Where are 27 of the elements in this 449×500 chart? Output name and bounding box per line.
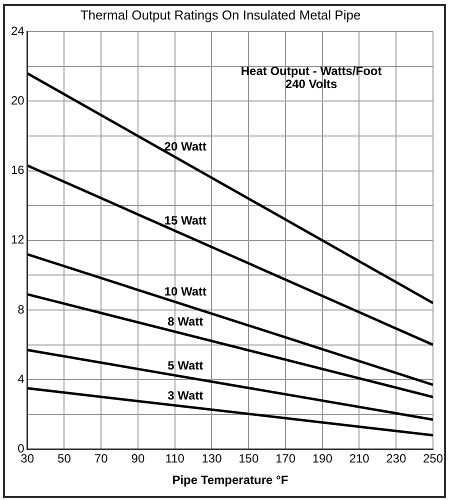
x-tick-label: 110	[165, 452, 185, 466]
annotation: Heat Output - Watts/Foot 240 Volts	[240, 64, 382, 91]
x-tick-label: 210	[349, 452, 370, 466]
x-axis-title: Pipe Temperature °F	[172, 473, 288, 488]
x-tick-label: 50	[58, 452, 72, 466]
y-tick-label: 24	[10, 24, 25, 38]
x-tick-label: 30	[20, 452, 34, 466]
x-tick-label: 90	[131, 452, 145, 466]
series-label: 10 Watt	[164, 284, 206, 299]
x-tick-label: 70	[94, 452, 108, 466]
series-label: 3 Watt	[168, 388, 204, 403]
y-tick-label: 8	[18, 302, 25, 316]
series-label: 20 Watt	[164, 139, 206, 154]
y-tick-label: 4	[18, 372, 25, 386]
series-label: 8 Watt	[168, 314, 204, 329]
x-tick-label: 230	[386, 452, 406, 466]
y-tick-label: 20	[10, 94, 25, 108]
y-tick-label: 16	[10, 163, 25, 178]
x-tick-label: 250	[422, 452, 444, 466]
x-tick-label: 190	[312, 452, 333, 466]
x-tick-label: 130	[202, 452, 222, 466]
x-tick-label: 170	[275, 452, 296, 466]
y-tick-label: 12	[10, 232, 25, 247]
chart-title: Thermal Output Ratings On Insulated Metal Pipe	[80, 7, 361, 22]
x-tick-label: 150	[238, 452, 259, 466]
series-label: 5 Watt	[168, 358, 204, 372]
series-label: 15 Watt	[164, 213, 206, 228]
